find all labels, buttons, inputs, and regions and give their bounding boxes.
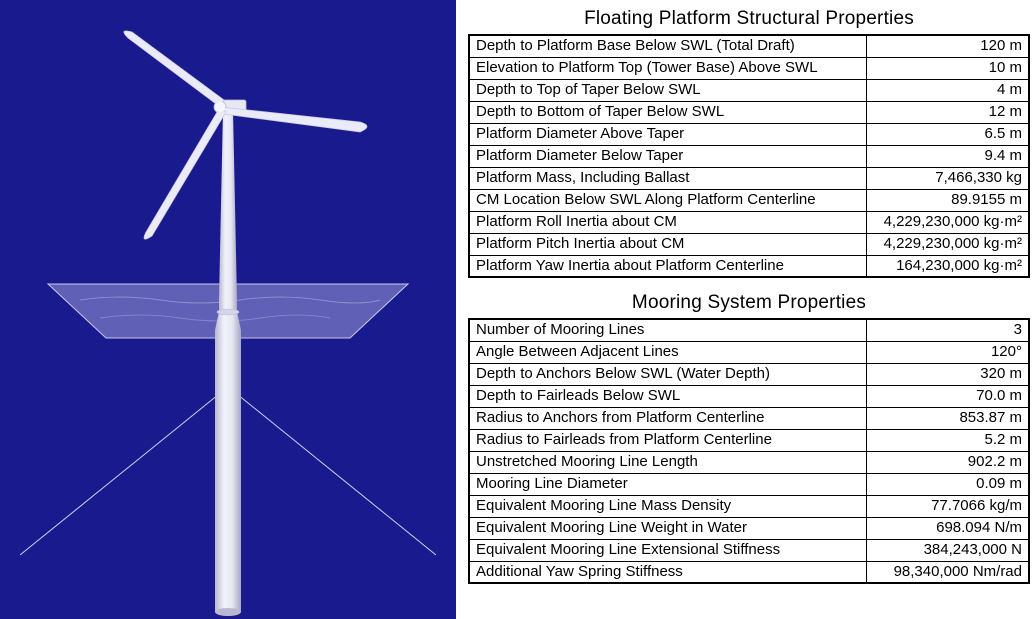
mooring-table-title: Mooring System Properties (468, 292, 1030, 314)
mooring-row: Unstretched Mooring Line Length902.2 m (469, 451, 1029, 473)
platform-value: 164,230,000 kg·m² (867, 255, 1029, 277)
platform-row: Platform Diameter Below Taper9.4 m (469, 145, 1029, 167)
platform-label: Platform Diameter Above Taper (469, 123, 867, 145)
mooring-label: Unstretched Mooring Line Length (469, 451, 867, 473)
mooring-row: Equivalent Mooring Line Weight in Water6… (469, 517, 1029, 539)
platform-row: CM Location Below SWL Along Platform Cen… (469, 189, 1029, 211)
mooring-value: 120° (867, 341, 1029, 363)
platform-row: Platform Roll Inertia about CM4,229,230,… (469, 211, 1029, 233)
mooring-row: Depth to Fairleads Below SWL70.0 m (469, 385, 1029, 407)
platform-value: 10 m (867, 57, 1029, 79)
platform-row: Platform Pitch Inertia about CM4,229,230… (469, 233, 1029, 255)
platform-value: 12 m (867, 101, 1029, 123)
platform-value: 9.4 m (867, 145, 1029, 167)
platform-row: Depth to Top of Taper Below SWL4 m (469, 79, 1029, 101)
platform-value: 4,229,230,000 kg·m² (867, 233, 1029, 255)
turbine-figure (0, 0, 456, 619)
platform-value: 7,466,330 kg (867, 167, 1029, 189)
mooring-row: Angle Between Adjacent Lines120° (469, 341, 1029, 363)
mooring-value: 77.7066 kg/m (867, 495, 1029, 517)
platform-properties-table: Depth to Platform Base Below SWL (Total … (468, 34, 1030, 278)
platform-row: Platform Yaw Inertia about Platform Cent… (469, 255, 1029, 277)
mooring-properties-table: Number of Mooring Lines3Angle Between Ad… (468, 318, 1030, 584)
mooring-label: Equivalent Mooring Line Extensional Stif… (469, 539, 867, 561)
platform-row: Depth to Platform Base Below SWL (Total … (469, 35, 1029, 57)
mooring-row: Number of Mooring Lines3 (469, 319, 1029, 341)
mooring-value: 320 m (867, 363, 1029, 385)
mooring-row: Equivalent Mooring Line Mass Density77.7… (469, 495, 1029, 517)
mooring-value: 98,340,000 Nm/rad (867, 561, 1029, 583)
mooring-label: Depth to Anchors Below SWL (Water Depth) (469, 363, 867, 385)
mooring-row: Mooring Line Diameter0.09 m (469, 473, 1029, 495)
platform-label: Depth to Top of Taper Below SWL (469, 79, 867, 101)
mooring-row: Radius to Fairleads from Platform Center… (469, 429, 1029, 451)
mooring-label: Mooring Line Diameter (469, 473, 867, 495)
mooring-row: Depth to Anchors Below SWL (Water Depth)… (469, 363, 1029, 385)
mooring-row: Equivalent Mooring Line Extensional Stif… (469, 539, 1029, 561)
mooring-label: Angle Between Adjacent Lines (469, 341, 867, 363)
platform-value: 89.9155 m (867, 189, 1029, 211)
platform-label: Depth to Platform Base Below SWL (Total … (469, 35, 867, 57)
platform-label: CM Location Below SWL Along Platform Cen… (469, 189, 867, 211)
mooring-value: 853.87 m (867, 407, 1029, 429)
mooring-value: 0.09 m (867, 473, 1029, 495)
platform-value: 120 m (867, 35, 1029, 57)
platform-row: Platform Mass, Including Ballast7,466,33… (469, 167, 1029, 189)
mooring-label: Radius to Fairleads from Platform Center… (469, 429, 867, 451)
platform-row: Elevation to Platform Top (Tower Base) A… (469, 57, 1029, 79)
mooring-label: Equivalent Mooring Line Weight in Water (469, 517, 867, 539)
platform-row: Depth to Bottom of Taper Below SWL12 m (469, 101, 1029, 123)
mooring-label: Radius to Anchors from Platform Centerli… (469, 407, 867, 429)
mooring-value: 698.094 N/m (867, 517, 1029, 539)
platform-label: Platform Yaw Inertia about Platform Cent… (469, 255, 867, 277)
mooring-label: Number of Mooring Lines (469, 319, 867, 341)
platform-label: Platform Mass, Including Ballast (469, 167, 867, 189)
platform-label: Depth to Bottom of Taper Below SWL (469, 101, 867, 123)
platform-row: Platform Diameter Above Taper6.5 m (469, 123, 1029, 145)
mooring-label: Equivalent Mooring Line Mass Density (469, 495, 867, 517)
platform-label: Platform Diameter Below Taper (469, 145, 867, 167)
platform-label: Platform Pitch Inertia about CM (469, 233, 867, 255)
mooring-label: Additional Yaw Spring Stiffness (469, 561, 867, 583)
mooring-value: 5.2 m (867, 429, 1029, 451)
mooring-label: Depth to Fairleads Below SWL (469, 385, 867, 407)
mooring-row: Additional Yaw Spring Stiffness98,340,00… (469, 561, 1029, 583)
mooring-value: 70.0 m (867, 385, 1029, 407)
turbine-svg (0, 0, 456, 619)
platform-label: Elevation to Platform Top (Tower Base) A… (469, 57, 867, 79)
platform-value: 6.5 m (867, 123, 1029, 145)
platform-label: Platform Roll Inertia about CM (469, 211, 867, 233)
platform-value: 4,229,230,000 kg·m² (867, 211, 1029, 233)
mooring-value: 3 (867, 319, 1029, 341)
platform-table-title: Floating Platform Structural Properties (468, 8, 1030, 30)
mooring-row: Radius to Anchors from Platform Centerli… (469, 407, 1029, 429)
platform-value: 4 m (867, 79, 1029, 101)
tables-panel: Floating Platform Structural Properties … (456, 0, 1036, 590)
mooring-value: 902.2 m (867, 451, 1029, 473)
mooring-value: 384,243,000 N (867, 539, 1029, 561)
